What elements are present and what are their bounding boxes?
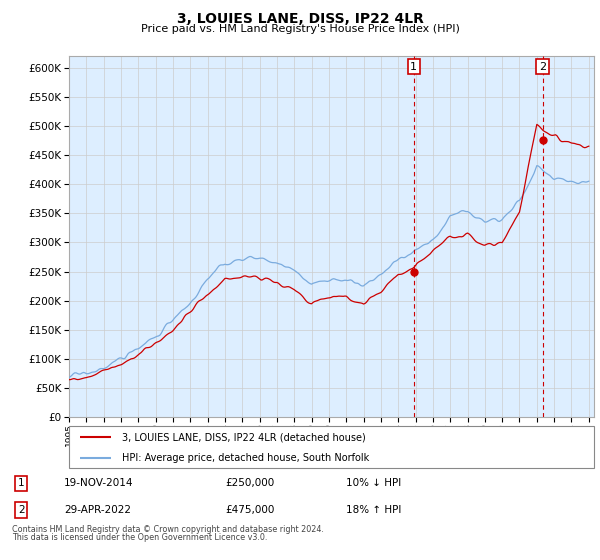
Text: 3, LOUIES LANE, DISS, IP22 4LR: 3, LOUIES LANE, DISS, IP22 4LR — [176, 12, 424, 26]
FancyBboxPatch shape — [69, 426, 594, 468]
Text: Contains HM Land Registry data © Crown copyright and database right 2024.: Contains HM Land Registry data © Crown c… — [12, 525, 324, 534]
Text: 2: 2 — [18, 505, 25, 515]
Text: This data is licensed under the Open Government Licence v3.0.: This data is licensed under the Open Gov… — [12, 533, 268, 542]
Text: Price paid vs. HM Land Registry's House Price Index (HPI): Price paid vs. HM Land Registry's House … — [140, 24, 460, 34]
Text: £475,000: £475,000 — [225, 505, 274, 515]
Text: 3, LOUIES LANE, DISS, IP22 4LR (detached house): 3, LOUIES LANE, DISS, IP22 4LR (detached… — [121, 432, 365, 442]
Text: HPI: Average price, detached house, South Norfolk: HPI: Average price, detached house, Sout… — [121, 454, 369, 463]
Text: 1: 1 — [410, 62, 418, 72]
Text: 29-APR-2022: 29-APR-2022 — [64, 505, 131, 515]
Text: 2: 2 — [539, 62, 546, 72]
Text: 10% ↓ HPI: 10% ↓ HPI — [346, 478, 401, 488]
Text: 18% ↑ HPI: 18% ↑ HPI — [346, 505, 401, 515]
Text: £250,000: £250,000 — [225, 478, 274, 488]
Text: 19-NOV-2014: 19-NOV-2014 — [64, 478, 133, 488]
Text: 1: 1 — [18, 478, 25, 488]
